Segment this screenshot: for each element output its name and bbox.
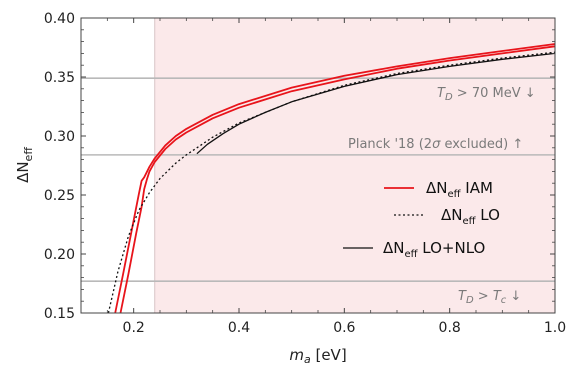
axis-ticks: 0.2 0.4 0.6 0.8 1.0 0.15 0.20 0.25 0.30 0.35 0.40 <box>44 11 566 336</box>
series-line-0 <box>114 43 556 314</box>
y-tick-label-5: 0.40 <box>44 11 75 27</box>
x-tick-label-2: 0.6 <box>333 320 355 336</box>
series-line-1 <box>119 45 556 314</box>
y-tick-label-0: 0.15 <box>44 306 75 322</box>
x-tick-label-1: 0.4 <box>228 320 250 336</box>
y-axis-title: ΔNeff <box>14 147 35 183</box>
legend-label-lo-nlo: ΔNeff LO+NLO <box>383 239 485 260</box>
series-line-3 <box>196 52 556 155</box>
legend: ΔNeff IAM ΔNeff LO ΔNeff LO+NLO <box>343 179 500 260</box>
legend-label-iam: ΔNeff IAM <box>426 179 493 200</box>
annotation-td-70mev: TD > 70 MeV ↓ <box>437 86 536 103</box>
excluded-region-shade <box>154 18 555 313</box>
series-group <box>107 43 556 314</box>
y-tick-label-4: 0.35 <box>44 70 75 86</box>
y-tick-label-1: 0.20 <box>44 247 75 263</box>
y-tick-label-2: 0.25 <box>44 188 75 204</box>
x-tick-label-0: 0.2 <box>123 320 145 336</box>
annotation-td-tc: TD > Tc ↓ <box>458 289 521 306</box>
legend-label-lo: ΔNeff LO <box>441 206 500 227</box>
x-axis-title: ma [eV] <box>289 346 346 366</box>
y-tick-label-3: 0.30 <box>44 129 75 145</box>
x-tick-label-4: 1.0 <box>544 320 566 336</box>
x-tick-label-3: 0.8 <box>439 320 461 336</box>
annotation-planck-excluded: Planck '18 (2σ excluded) ↑ <box>348 137 523 152</box>
